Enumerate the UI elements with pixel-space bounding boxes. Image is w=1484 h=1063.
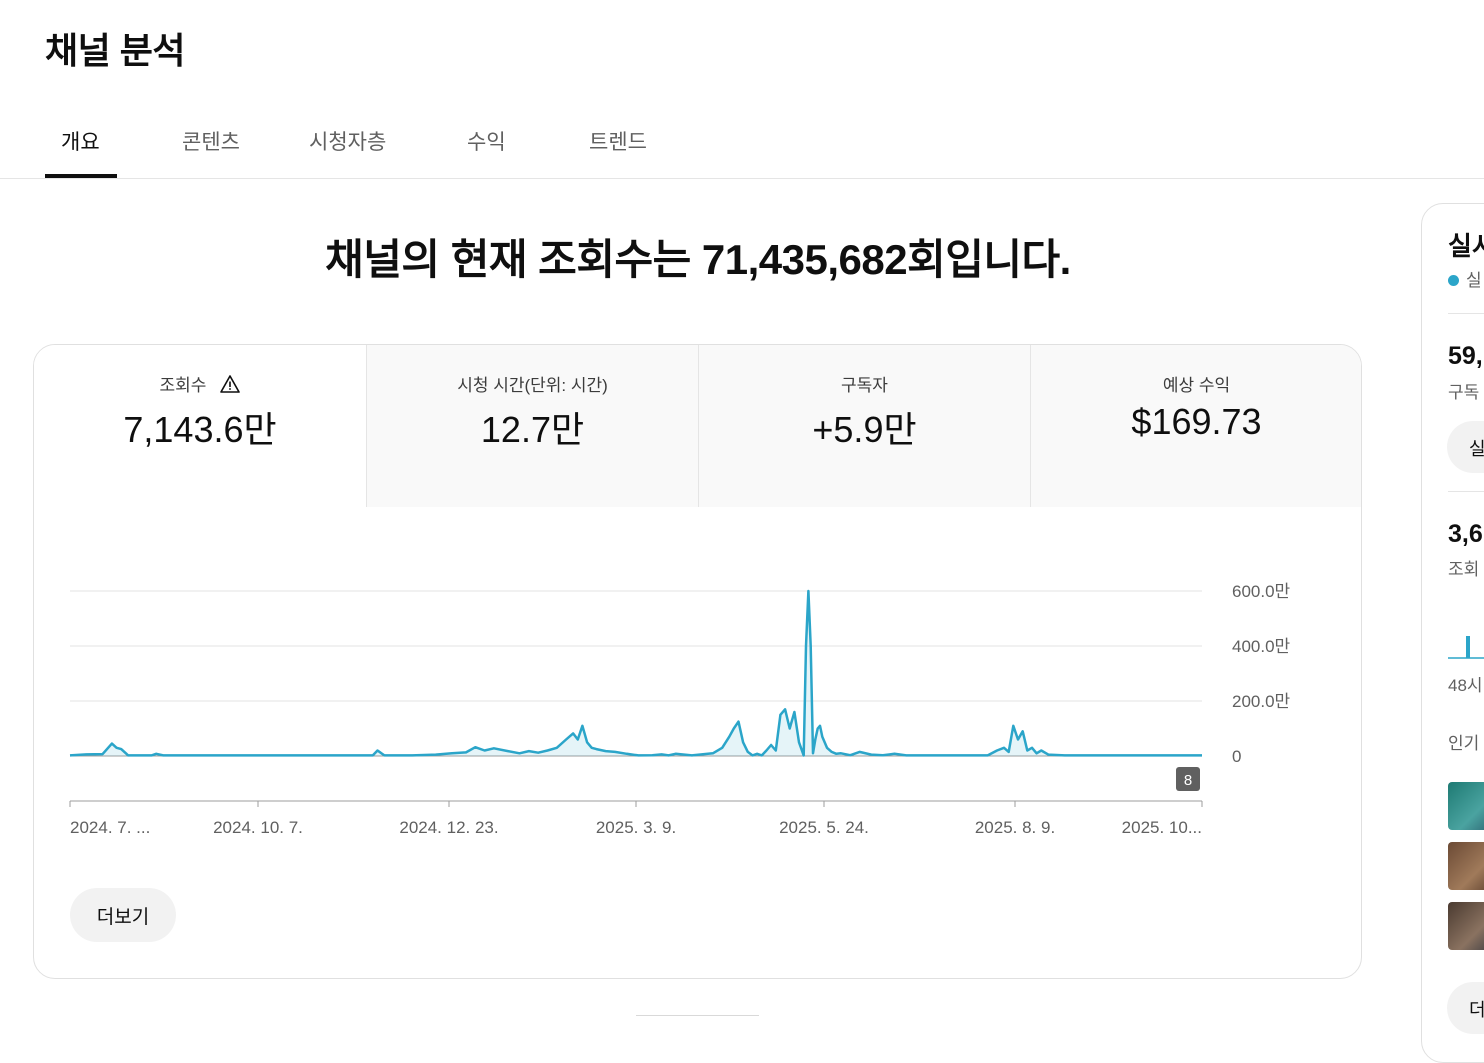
realtime-subscribers-label: 구독 <box>1448 383 1480 402</box>
metric-tabs: 조회수 7,143.6만 시청 시간(단위: 시간) 12.7만 구독자 +5.… <box>34 345 1361 507</box>
x-tick-label: 2025. 5. 24. <box>779 818 869 837</box>
side-divider <box>1448 313 1484 314</box>
overview-card: 조회수 7,143.6만 시청 시간(단위: 시간) 12.7만 구독자 +5.… <box>33 344 1362 979</box>
series-line <box>69 589 1202 757</box>
x-tick-label: 2025. 3. 9. <box>596 818 676 837</box>
tab-content[interactable]: 콘텐츠 <box>182 131 240 154</box>
annotation-badge-label: 8 <box>1184 772 1192 789</box>
page-title: 채널 분석 <box>45 30 185 71</box>
metric-watch-time[interactable]: 시청 시간(단위: 시간) 12.7만 <box>366 345 698 507</box>
metric-views-value: 7,143.6만 <box>123 409 277 450</box>
metric-views-label: 조회수 <box>159 376 207 395</box>
x-tick-label: 2024. 10. 7. <box>213 818 303 837</box>
metric-subscribers-value: +5.9만 <box>812 409 917 450</box>
popular-video-thumbnail[interactable] <box>1448 902 1484 950</box>
metric-revenue[interactable]: 예상 수익 $169.73 <box>1030 345 1361 507</box>
y-tick-label: 600.0만 <box>1232 582 1291 601</box>
popular-label: 인기 <box>1448 734 1480 753</box>
tab-audience[interactable]: 시청자층 <box>309 131 387 154</box>
metric-revenue-value: $169.73 <box>1131 401 1262 442</box>
metric-revenue-label: 예상 수익 <box>1162 376 1231 395</box>
metric-watch-time-value: 12.7만 <box>480 409 585 450</box>
popular-video-thumbnail[interactable] <box>1448 782 1484 830</box>
annotation-badge <box>1176 767 1200 791</box>
y-tick-label: 200.0만 <box>1232 692 1291 711</box>
live-label: 실 <box>1466 271 1482 290</box>
mini-chart-caption: 48시 <box>1448 676 1483 695</box>
views-line-chart[interactable]: 600.0만 400.0만 200.0만 0 2024. 7. ... 2024. 10.… <box>34 345 1362 865</box>
realtime-title: 실시 <box>1448 231 1484 261</box>
x-tick-label: 2025. 10... <box>1122 818 1202 837</box>
tab-trends[interactable]: 트렌드 <box>589 131 647 154</box>
metric-subscribers-label: 구독자 <box>841 376 888 395</box>
metric-subscribers[interactable]: 구독자 +5.9만 <box>698 345 1030 507</box>
x-tick-label: 2024. 7. ... <box>70 818 150 837</box>
tab-revenue[interactable]: 수익 <box>467 131 506 154</box>
series-area <box>70 591 1202 756</box>
x-tick-label: 2024. 12. 23. <box>399 818 498 837</box>
page-indicator-line <box>636 1015 759 1016</box>
live-dot-icon <box>1448 275 1459 286</box>
popular-video-thumbnail[interactable] <box>1448 842 1484 890</box>
realtime-views-label: 조회 <box>1448 560 1480 579</box>
metric-watch-time-label: 시청 시간(단위: 시간) <box>457 376 608 395</box>
realtime-more-button[interactable]: 더 <box>1447 982 1484 1034</box>
realtime-panel: 실시 실 59, 구독 실 3,6 조회 48시 인기 더 <box>1421 203 1484 1063</box>
y-tick-label: 0 <box>1232 747 1241 766</box>
realtime-button[interactable]: 실 <box>1447 421 1484 473</box>
tab-bar: 개요 콘텐츠 시청자층 수익 트렌드 <box>0 100 1484 179</box>
realtime-mini-chart <box>1448 636 1484 659</box>
tab-active-indicator <box>45 174 117 178</box>
realtime-views-value: 3,6 <box>1448 520 1483 548</box>
side-divider <box>1448 491 1484 492</box>
warning-triangle-icon[interactable] <box>220 375 241 398</box>
realtime-subscribers-value: 59, <box>1448 342 1483 370</box>
views-headline: 채널의 현재 조회수는 71,435,682회입니다. <box>325 236 1071 283</box>
metric-views[interactable]: 조회수 7,143.6만 <box>34 345 366 507</box>
more-button[interactable]: 더보기 <box>70 888 176 942</box>
y-tick-label: 400.0만 <box>1232 637 1291 656</box>
tab-overview[interactable]: 개요 <box>61 131 100 154</box>
x-tick-label: 2025. 8. 9. <box>975 818 1055 837</box>
